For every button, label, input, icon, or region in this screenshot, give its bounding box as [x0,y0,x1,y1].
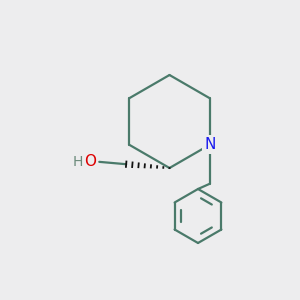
Text: N: N [204,137,215,152]
Text: O: O [84,154,96,169]
Text: H: H [72,155,83,169]
Text: N: N [204,137,215,152]
